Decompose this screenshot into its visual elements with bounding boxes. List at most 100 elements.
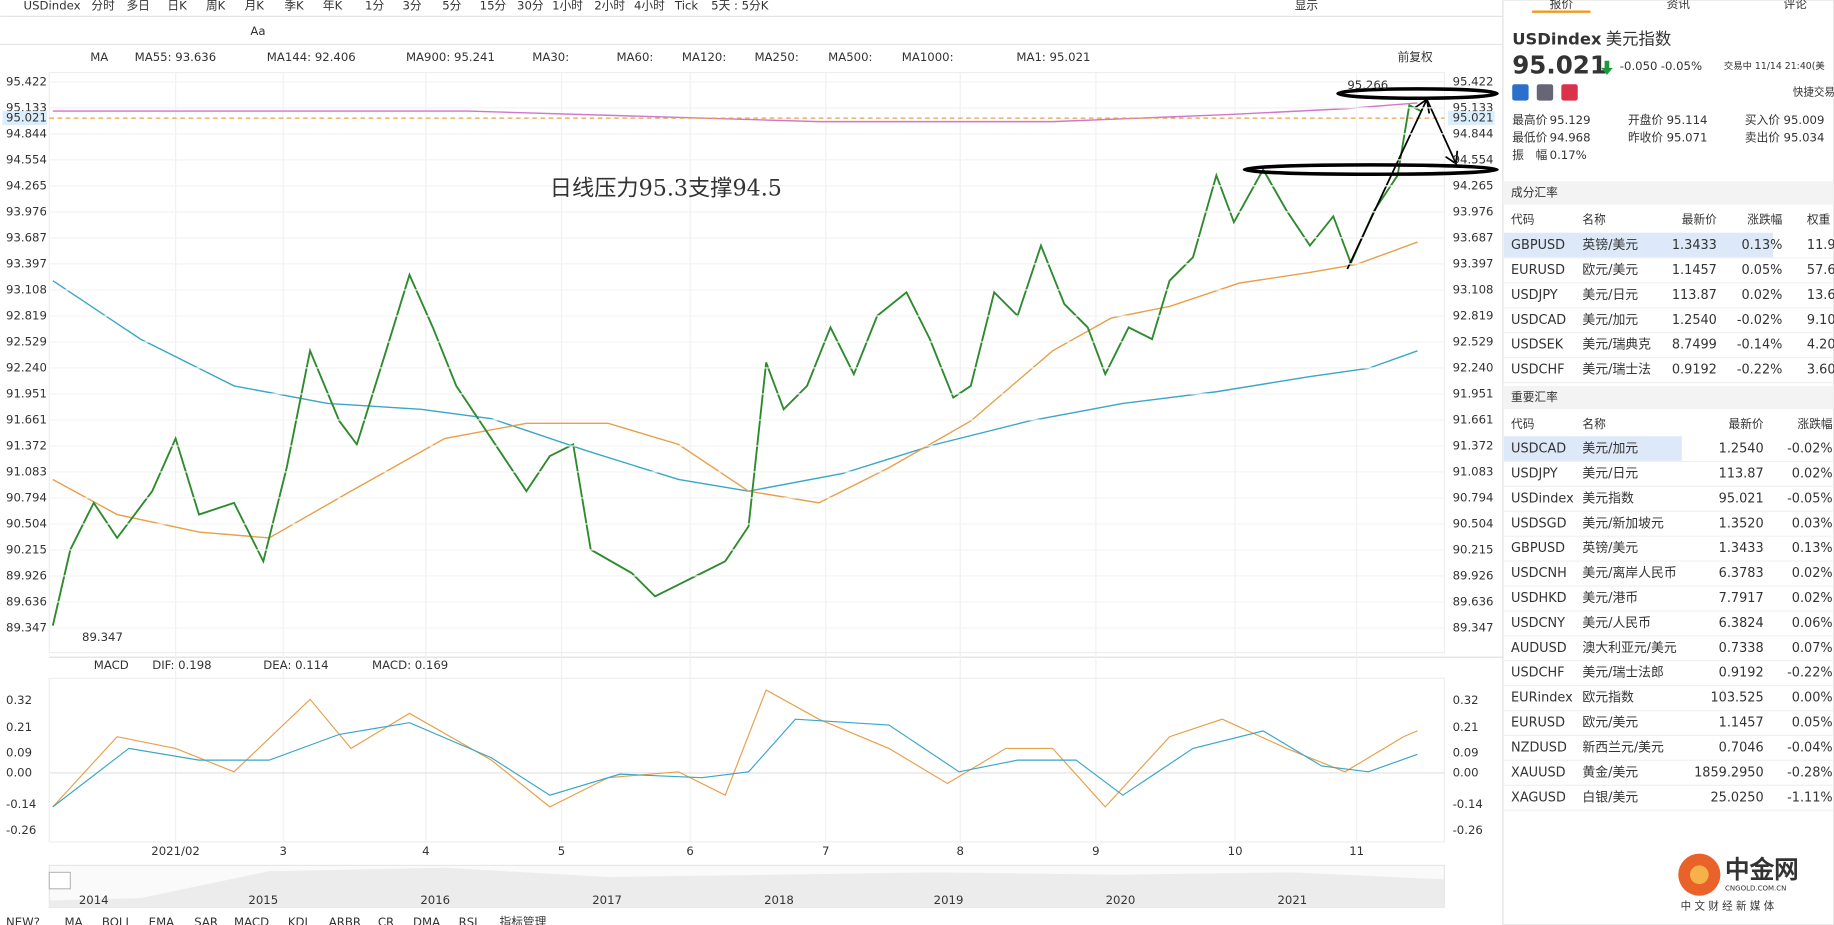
code[interactable]: GBPUSD	[1511, 238, 1565, 253]
indicator-tab[interactable]: ARBR	[329, 915, 361, 925]
macd-legend: DIF: 0.198	[152, 658, 211, 672]
column-header: 代码	[1511, 212, 1534, 226]
macd-tick-label: 0.09	[1453, 746, 1479, 760]
macd-tick-label: 0.21	[6, 720, 32, 734]
indicator-tab[interactable]: MA	[65, 915, 83, 925]
code[interactable]: USDCAD	[1511, 313, 1566, 328]
code[interactable]: USDCHF	[1511, 666, 1565, 681]
change-pct: 0.02%	[1792, 591, 1833, 606]
period-tab[interactable]: 季K	[284, 0, 304, 12]
x-tick-label: 9	[1092, 844, 1099, 858]
code[interactable]: XAGUSD	[1511, 790, 1566, 805]
quick-trade[interactable]: 快捷交易	[1793, 85, 1834, 98]
period-tab[interactable]: 2小时	[594, 0, 625, 12]
y-tick-label: 90.794	[6, 490, 47, 504]
name: 美元/日元	[1582, 288, 1638, 303]
indicator-tab[interactable]: DMA	[413, 915, 440, 925]
change-pct: 0.05%	[1792, 716, 1833, 731]
navigator-handle[interactable]	[48, 871, 71, 890]
indicator-tab[interactable]: BOLL	[102, 915, 133, 925]
name: 美元/加元	[1582, 442, 1638, 457]
code[interactable]: USDHKD	[1511, 591, 1567, 606]
period-tab[interactable]: 30分	[517, 0, 544, 12]
code[interactable]: USDCHF	[1511, 363, 1565, 378]
period-tab[interactable]: 多日	[126, 0, 149, 12]
indicator-tab[interactable]: NEW?	[6, 915, 40, 925]
indicator-tab[interactable]: RSI	[459, 915, 478, 925]
period-tab[interactable]: 月K	[245, 0, 265, 12]
code[interactable]: USDCNH	[1511, 566, 1567, 581]
period-tab[interactable]: 日K	[167, 0, 187, 12]
code[interactable]: EURUSD	[1511, 263, 1565, 278]
code[interactable]: EURindex	[1511, 691, 1573, 706]
period-tab[interactable]: 5分	[442, 0, 461, 12]
indicator-name[interactable]: MA	[90, 50, 108, 64]
panel-icon[interactable]	[1561, 84, 1578, 101]
column-header: 涨跌幅	[1798, 417, 1833, 431]
indicator-tab[interactable]: 指标管理	[500, 915, 547, 925]
section-title: 重要汇率	[1511, 390, 1558, 404]
restore-button[interactable]: 前复权	[1398, 50, 1433, 64]
annotation-text: 日线压力95.3支撑94.5	[550, 175, 782, 201]
code[interactable]: USDSGD	[1511, 516, 1567, 531]
period-tab[interactable]: 年K	[323, 0, 343, 12]
period-tab[interactable]: 15分	[480, 0, 507, 12]
logo-mark	[1689, 865, 1709, 885]
y-tick-label: 92.240	[1453, 360, 1494, 374]
period-tab[interactable]: 分时	[91, 0, 115, 12]
indicator-tab[interactable]: KDJ	[288, 915, 308, 925]
name: 美元指数	[1582, 491, 1634, 506]
code[interactable]: EURUSD	[1511, 716, 1565, 731]
code[interactable]: USDJPY	[1511, 288, 1558, 303]
macd-name[interactable]: MACD	[94, 658, 129, 672]
period-tab[interactable]: 4小时	[634, 0, 665, 12]
period-tab[interactable]: 5天 : 5分K	[711, 0, 769, 12]
code[interactable]: USDJPY	[1511, 466, 1558, 481]
y-tick-label: 95.133	[6, 100, 47, 114]
name: 英镑/美元	[1582, 540, 1638, 556]
main-chart-frame	[48, 71, 1445, 654]
panel-icon[interactable]	[1536, 84, 1554, 101]
panel-tab[interactable]: 评论	[1784, 0, 1808, 11]
indicator-tab[interactable]: SAR	[194, 915, 218, 925]
section-header	[1502, 385, 1834, 410]
symbol-tab[interactable]: USDindex	[24, 0, 81, 12]
stat-label: 开盘价	[1628, 113, 1663, 127]
code[interactable]: NZDUSD	[1511, 740, 1567, 755]
panel-icon[interactable]	[1512, 84, 1529, 101]
period-tab[interactable]: 3分	[402, 0, 421, 12]
indicator-tab[interactable]: MACD	[234, 915, 269, 925]
indicator-tab[interactable]: CR	[378, 915, 394, 925]
indicator-tab[interactable]: EMA	[149, 915, 174, 925]
panel-tab[interactable]: 报价	[1550, 0, 1574, 11]
y-tick-label: 91.372	[1453, 438, 1494, 452]
period-tab[interactable]: Tick	[674, 0, 698, 12]
code[interactable]: USDindex	[1511, 491, 1574, 506]
logo-tagline: 中 文 财 经 新 媒 体	[1681, 899, 1775, 912]
name: 黄金/美元	[1582, 764, 1638, 780]
navigator-year: 2020	[1106, 893, 1136, 907]
period-tab[interactable]: 1小时	[552, 0, 583, 12]
code[interactable]: GBPUSD	[1511, 541, 1565, 556]
stat-label: 昨收价	[1628, 130, 1663, 144]
code[interactable]: AUDUSD	[1511, 641, 1567, 656]
y-tick-label: 94.265	[6, 178, 47, 192]
code[interactable]: USDCNY	[1511, 616, 1565, 631]
period-tab[interactable]: 周K	[206, 0, 226, 12]
code[interactable]: XAUUSD	[1511, 765, 1566, 780]
name: 美元/港币	[1582, 591, 1638, 606]
hand-drawn-lines	[1242, 87, 1499, 176]
x-tick-label: 8	[957, 844, 964, 858]
change-pct: -0.02%	[1737, 313, 1783, 328]
y-tick-label: 89.636	[1453, 594, 1494, 608]
code[interactable]: USDSEK	[1511, 338, 1564, 353]
name: 美元/离岸人民币	[1582, 565, 1676, 581]
panel-tab[interactable]: 资讯	[1667, 0, 1691, 11]
weight: 11.90%	[1807, 238, 1834, 253]
display-menu[interactable]: 显示	[1295, 0, 1318, 12]
change-pct: 0.13%	[1742, 238, 1783, 253]
price-line	[51, 103, 1422, 626]
period-tab[interactable]: 1分	[365, 0, 384, 12]
code[interactable]: USDCAD	[1511, 442, 1566, 457]
text-tool[interactable]: Aa	[250, 24, 265, 38]
